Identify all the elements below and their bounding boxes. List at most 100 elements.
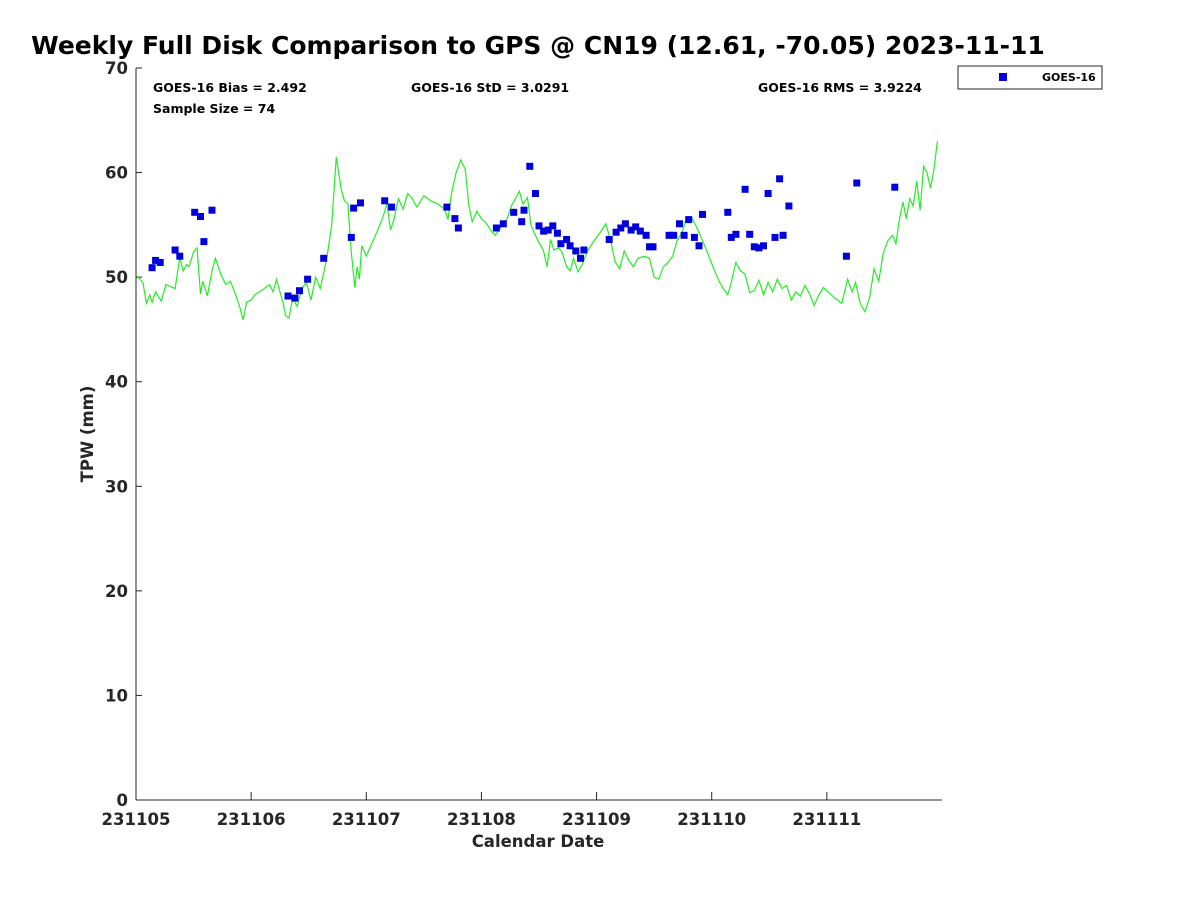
goes-point [853,179,861,187]
goes-point [347,233,355,241]
y-tick-label: 0 [117,791,128,810]
goes-point [148,264,156,272]
goes-point [577,254,584,262]
goes-point [627,226,635,234]
goes-point [549,222,557,230]
legend-label-goes-16: GOES-16 [1042,71,1096,84]
goes-point [291,294,299,302]
goes-point [580,246,588,254]
goes-point [566,242,574,250]
sample-size-annotation: Sample Size = 74 [153,101,275,116]
goes-point [690,233,698,241]
goes-point [520,206,528,214]
y-tick-label: 20 [105,582,128,601]
goes-point [191,208,199,216]
legend-box [957,65,1103,90]
goes-point [535,222,543,230]
goes-point [755,244,763,252]
gps-series [135,141,938,321]
goes-point [544,226,552,234]
rms-annotation: GOES-16 RMS = 3.9224 [758,80,922,95]
goes-point [563,236,571,243]
legend-marker-goes-16 [999,73,1007,81]
goes-point [724,208,732,216]
goes-point [296,287,303,295]
goes-series [148,162,899,302]
goes-point [197,213,204,220]
x-tick-label: 231109 [562,810,631,829]
x-tick-label: 231111 [792,810,861,829]
goes-point [732,230,740,238]
goes-point [642,231,650,239]
goes-point [499,220,507,228]
goes-point [727,233,735,241]
goes-point [785,202,793,210]
y-tick-label: 60 [105,164,128,183]
y-tick-label: 30 [105,477,128,496]
goes-point [381,197,389,205]
goes-point [540,227,548,235]
goes-point [891,183,899,191]
goes-point [152,256,160,264]
y-axis-ticks: 0 10 20 30 40 50 60 70 [105,59,142,810]
goes-point [357,199,364,207]
goes-point [612,228,620,236]
goes-point [304,275,312,283]
goes-point [741,185,749,193]
x-axis-ticks: 231105 231106 231107 231108 231109 231110 2311… [102,792,861,829]
x-tick-label: 231107 [332,810,401,829]
goes-point [676,220,683,228]
goes-point [695,242,703,250]
goes-point [156,259,164,266]
goes-point [621,220,629,228]
goes-point [764,190,772,197]
goes-point [649,243,657,251]
goes-point [454,224,462,232]
y-axis-label: TPW (mm) [78,386,97,483]
goes-point [176,252,184,260]
legend: GOES-16 [957,65,1103,90]
goes-point [320,254,328,262]
goes-point [171,246,179,254]
goes-point [771,233,779,241]
y-tick-label: 50 [105,268,128,287]
goes-point [670,231,678,239]
x-tick-label: 231105 [102,810,171,829]
goes-point [518,218,526,226]
goes-point [779,231,787,239]
goes-point [388,203,396,211]
plot-area [136,68,942,800]
x-tick-label: 231110 [677,810,746,829]
x-tick-label: 231108 [447,810,516,829]
goes-point [699,210,706,218]
goes-point [200,238,208,246]
x-tick-label: 231106 [217,810,286,829]
goes-point [636,227,644,235]
goes-point [451,215,459,223]
x-axis-label: Calendar Date [472,832,605,851]
goes-point [208,206,216,214]
y-tick-label: 10 [105,686,128,705]
chart-title: Weekly Full Disk Comparison to GPS @ CN1… [31,31,1045,60]
goes-point [572,247,580,255]
goes-point [680,231,688,239]
goes-point [617,224,625,232]
goes-point [553,229,561,237]
goes-point [842,252,850,260]
bias-annotation: GOES-16 Bias = 2.492 [153,80,307,95]
std-annotation: GOES-16 StD = 3.0291 [411,80,569,95]
goes-point [510,208,518,216]
goes-point [350,204,358,212]
goes-point [557,240,565,248]
goes-point [526,162,534,170]
goes-point [750,243,758,251]
goes-point [605,236,613,243]
goes-point [632,223,640,231]
goes-point [665,231,673,239]
goes-point [532,190,539,197]
gps-line [135,141,938,321]
goes-point [284,292,292,300]
goes-point [746,230,754,238]
goes-point [685,216,693,224]
